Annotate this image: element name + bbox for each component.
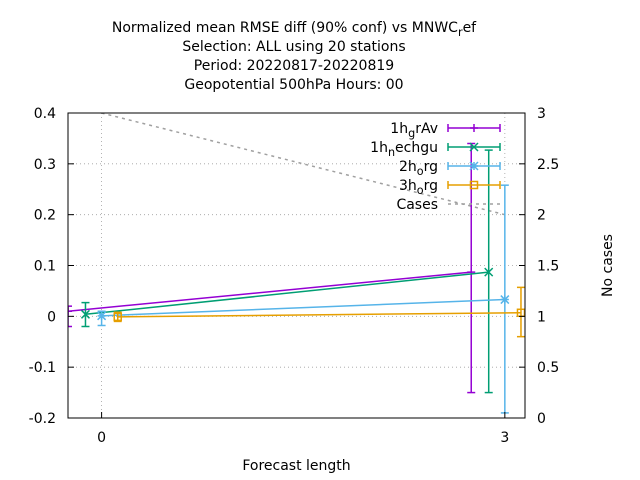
legend-item: 1hnechgu xyxy=(370,140,501,159)
y-tick-label: 0.3 xyxy=(34,157,56,173)
data-point xyxy=(68,307,72,316)
series-line xyxy=(68,271,472,312)
series-line xyxy=(101,298,505,317)
legend-item: Cases xyxy=(396,197,500,213)
y2-tick-label: 0 xyxy=(537,411,546,427)
y2-tick-label: 2 xyxy=(537,208,546,224)
series-group xyxy=(80,149,494,394)
legend-label: Cases xyxy=(396,197,438,213)
y-axis-ticks: -0.2 -0.1 0 0.1 0.2 0.3 0.4 xyxy=(29,106,74,427)
legend-item: 2horg xyxy=(399,159,501,178)
data-point xyxy=(469,180,479,190)
y2-axis-label: No cases xyxy=(600,234,616,297)
y2-axis-ticks: 0 0.5 1 1.5 2 2.5 3 xyxy=(519,106,559,427)
legend-item: 1hgrAv xyxy=(390,121,501,140)
legend-label: 2horg xyxy=(399,159,438,178)
x-tick-label: 0 xyxy=(97,430,106,446)
grid xyxy=(68,113,525,418)
y2-tick-label: 1.5 xyxy=(537,259,559,275)
y-tick-label: 0.2 xyxy=(34,208,56,224)
title-line: Normalized mean RMSE diff (90% conf) vs … xyxy=(112,20,477,39)
data-point xyxy=(80,309,91,319)
data-point xyxy=(470,124,478,132)
y-tick-label: -0.2 xyxy=(29,411,56,427)
legend-label: 1hnechgu xyxy=(370,140,438,159)
data-point xyxy=(467,268,476,277)
y-tick-label: 0 xyxy=(47,309,56,325)
y-tick-label: 0.4 xyxy=(34,106,56,122)
title-line: Selection: ALL using 20 stations xyxy=(182,39,405,55)
series-group xyxy=(97,184,510,414)
x-tick-label: 3 xyxy=(500,430,509,446)
series-group xyxy=(113,286,525,338)
legend-label: 1hgrAv xyxy=(390,121,438,140)
chart-title: Normalized mean RMSE diff (90% conf) vs … xyxy=(112,20,477,93)
series-line xyxy=(117,312,521,318)
y-tick-label: 0.1 xyxy=(34,259,56,275)
data-point xyxy=(97,311,107,321)
data-point xyxy=(469,161,479,171)
title-line: Period: 20220817-20220819 xyxy=(194,58,394,74)
y2-tick-label: 2.5 xyxy=(537,157,559,173)
series-line xyxy=(85,271,489,316)
data-series xyxy=(68,142,525,414)
x-axis-label: Forecast length xyxy=(242,458,350,474)
data-point xyxy=(113,312,122,322)
y-tick-label: -0.1 xyxy=(29,360,56,376)
title-line: Geopotential 500hPa Hours: 00 xyxy=(184,77,403,93)
y2-tick-label: 0.5 xyxy=(537,360,559,376)
data-point xyxy=(484,267,494,277)
y2-tick-label: 3 xyxy=(537,106,546,122)
data-point xyxy=(500,295,510,305)
y2-tick-label: 1 xyxy=(537,309,546,325)
legend-label: 3horg xyxy=(399,178,438,197)
data-point xyxy=(469,142,479,152)
legend-item: 3horg xyxy=(399,178,501,197)
